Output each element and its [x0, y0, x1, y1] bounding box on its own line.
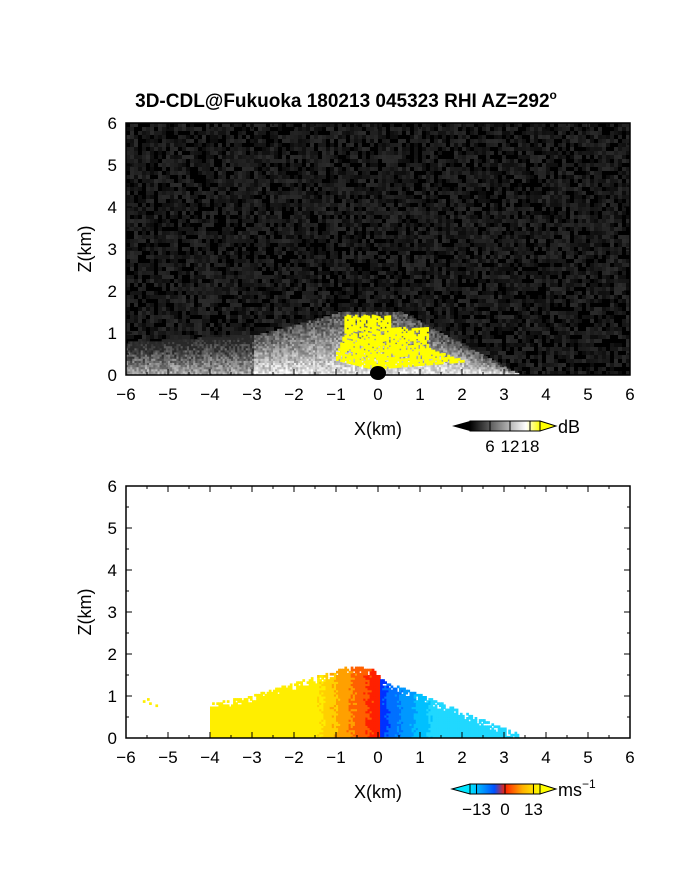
y-tick-label: 5 — [108, 156, 117, 175]
x-tick-label: 6 — [625, 385, 634, 404]
colorbar-tick-labels: −13 0 13 — [462, 800, 543, 819]
x-tick-label: 4 — [541, 748, 550, 767]
x-tick-label: −2 — [284, 748, 303, 767]
x-tick-label: 0 — [373, 748, 382, 767]
x-tick-label: 3 — [499, 385, 508, 404]
axis-ticks — [125, 485, 631, 739]
colorbar-intensity: dB 6 12 18 — [452, 417, 580, 456]
y-tick-label: 5 — [108, 519, 117, 538]
colorbar-tick-label: 13 — [524, 800, 543, 819]
y-tick-label: 6 — [108, 477, 117, 496]
x-tick-label: −1 — [326, 385, 345, 404]
y-tick-label: 0 — [108, 729, 117, 748]
x-tick-label: 3 — [499, 748, 508, 767]
x-tick-label: 6 — [625, 748, 634, 767]
x-tick-label: 1 — [415, 748, 424, 767]
title-degree-sign: o — [550, 88, 557, 102]
colorbar-tick-label: 12 — [501, 437, 520, 456]
colorbar-tick-label: 6 — [485, 437, 494, 456]
colorbar-tick-labels: 6 12 18 — [485, 437, 539, 456]
x-tick-label: 0 — [373, 385, 382, 404]
x-tick-label: −4 — [200, 385, 219, 404]
x-tick-label: 5 — [583, 748, 592, 767]
y-tick-labels: 0 1 2 3 4 5 6 — [108, 114, 117, 385]
colorbar-tick-label: −13 — [462, 800, 491, 819]
x-tick-label: 1 — [415, 385, 424, 404]
saturated-region — [336, 314, 465, 371]
x-tick-labels: −6 −5 −4 −3 −2 −1 0 1 2 3 4 5 6 — [116, 385, 634, 404]
y-tick-label: 3 — [108, 603, 117, 622]
x-tick-label: −5 — [158, 748, 177, 767]
y-tick-label: 0 — [108, 366, 117, 385]
axis-ticks — [125, 122, 631, 376]
x-tick-label: −2 — [284, 385, 303, 404]
x-tick-label: 2 — [457, 385, 466, 404]
velocity-field — [142, 666, 520, 738]
chart-title: 3D-CDL@Fukuoka 180213 045323 RHI AZ=292o — [135, 88, 557, 112]
x-tick-label: −1 — [326, 748, 345, 767]
x-tick-label: 4 — [541, 385, 550, 404]
y-axis-label: Z(km) — [75, 589, 95, 636]
x-tick-label: −3 — [242, 748, 261, 767]
x-tick-label: −4 — [200, 748, 219, 767]
x-tick-label: −5 — [158, 385, 177, 404]
y-tick-label: 2 — [108, 282, 117, 301]
x-axis-label: X(km) — [354, 782, 402, 802]
x-tick-label: −6 — [116, 385, 135, 404]
x-tick-label: 2 — [457, 748, 466, 767]
x-tick-label: −3 — [242, 385, 261, 404]
x-tick-labels: −6 −5 −4 −3 −2 −1 0 1 2 3 4 5 6 — [116, 748, 634, 767]
y-tick-label: 1 — [108, 687, 117, 706]
colorbar-unit: ms−1 — [558, 777, 596, 800]
colorbar-unit: dB — [558, 417, 580, 437]
x-tick-label: 5 — [583, 385, 592, 404]
y-tick-label: 4 — [108, 561, 117, 580]
y-axis-label: Z(km) — [75, 226, 95, 273]
y-tick-label: 2 — [108, 645, 117, 664]
y-tick-label: 4 — [108, 198, 117, 217]
y-tick-label: 3 — [108, 240, 117, 259]
y-tick-labels: 0 1 2 3 4 5 6 — [108, 477, 117, 748]
y-tick-label: 6 — [108, 114, 117, 133]
y-tick-label: 1 — [108, 324, 117, 343]
x-axis-label: X(km) — [354, 419, 402, 439]
colorbar-tick-label: 18 — [521, 437, 540, 456]
colorbar-tick-label: 0 — [500, 800, 509, 819]
colorbar-velocity: ms−1 −13 0 13 — [450, 777, 596, 819]
x-tick-label: −6 — [116, 748, 135, 767]
